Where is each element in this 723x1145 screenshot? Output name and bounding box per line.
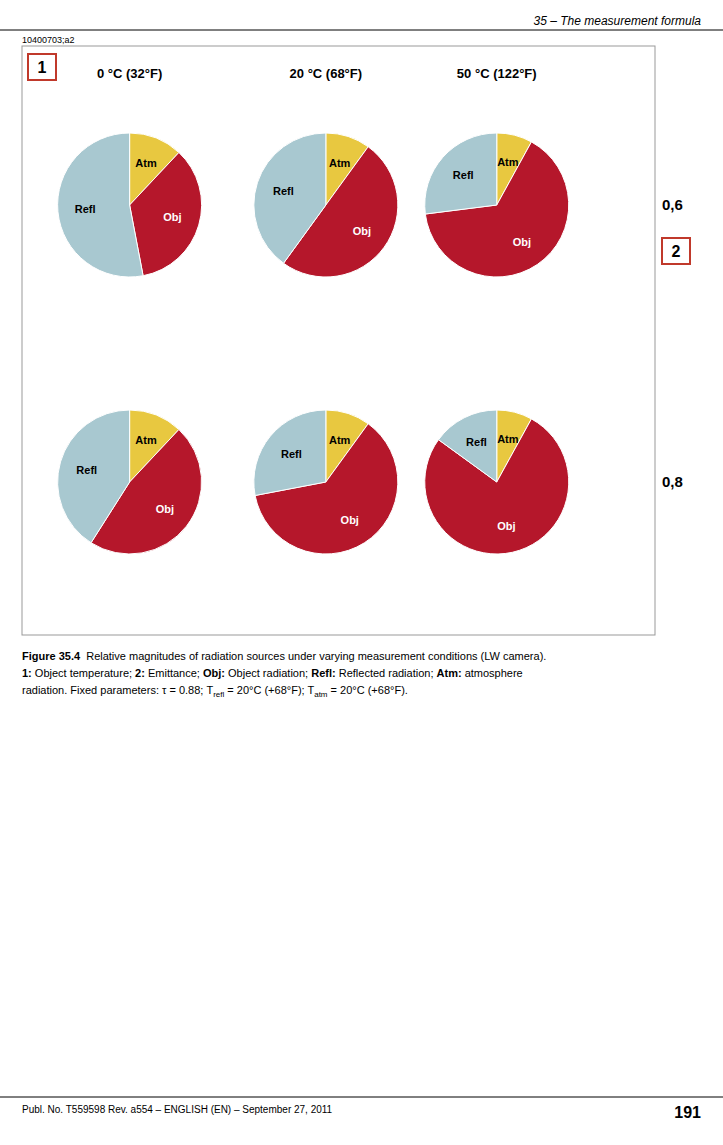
page-title: 35 – The measurement formula	[534, 14, 702, 28]
pie-slice	[439, 410, 497, 482]
caption-text: Refl:	[311, 667, 335, 679]
pie: Atm Obj Refl	[58, 410, 202, 554]
slice-label: Atm	[135, 434, 157, 446]
caption-text: radiation. Fixed parameters: τ = 0.88; T	[22, 684, 213, 696]
caption-text: Object radiation;	[225, 667, 311, 679]
caption-text: Emittance;	[145, 667, 203, 679]
pie-slice	[254, 133, 326, 263]
header-rule	[0, 30, 723, 31]
caption-text: atm	[314, 690, 328, 699]
caption-text: Relative magnitudes of radiation sources…	[80, 650, 546, 662]
pie: Atm Obj Refl	[254, 133, 398, 277]
marker-frame	[28, 54, 56, 80]
caption-text: refl	[213, 690, 224, 699]
footer-rule	[0, 1097, 723, 1098]
marker-box: 1	[28, 54, 56, 80]
pie: Atm Obj Refl	[254, 410, 398, 554]
caption-text: = 20°C (+68°F).	[328, 684, 408, 696]
figure-frame	[22, 46, 655, 635]
marker-frame	[662, 238, 690, 264]
slice-label: Obj	[341, 514, 359, 526]
caption-text: 1:	[22, 667, 32, 679]
caption-text: Object temperature;	[32, 667, 135, 679]
page: 35 – The measurement formula 10400703;a2 0…	[0, 0, 723, 1145]
column-label: 50 °C (122°F)	[457, 66, 537, 81]
marker-box: 2	[662, 238, 690, 264]
doc-id: 10400703;a2	[22, 35, 75, 45]
slice-label: Refl	[75, 203, 96, 215]
column-label: 20 °C (68°F)	[290, 66, 363, 81]
caption-text: Obj:	[203, 667, 225, 679]
caption-line: 1: Object temperature; 2: Emittance; Obj…	[22, 667, 523, 679]
slice-label: Obj	[497, 520, 515, 532]
slice-label: Obj	[163, 211, 181, 223]
caption-line: radiation. Fixed parameters: τ = 0.88; T…	[22, 684, 408, 699]
caption-text: Atm:	[437, 667, 462, 679]
pie: Atm Obj Refl	[58, 133, 202, 277]
slice-label: Atm	[497, 156, 519, 168]
column-label: 0 °C (32°F)	[97, 66, 162, 81]
pie: Atm Obj Refl	[425, 133, 569, 277]
slice-label: Atm	[329, 157, 351, 169]
slice-label: Atm	[497, 433, 519, 445]
pie-slice	[425, 133, 497, 214]
caption-text: atmosphere	[462, 667, 523, 679]
slice-label: Atm	[329, 434, 351, 446]
pie-slice	[254, 410, 326, 495]
caption-text: Reflected radiation;	[336, 667, 437, 679]
pie-slice	[58, 133, 143, 277]
slice-label: Atm	[135, 157, 157, 169]
marker-label: 1	[38, 59, 47, 76]
caption-text: 2:	[135, 667, 145, 679]
pie-slice	[130, 153, 202, 276]
row-label: 0,6	[662, 196, 683, 213]
footer-text: Publ. No. T559598 Rev. a554 – ENGLISH (E…	[22, 1104, 333, 1115]
background	[0, 0, 723, 1145]
slice-label: Obj	[156, 503, 174, 515]
page-number: 191	[674, 1104, 701, 1121]
slice-label: Refl	[453, 169, 474, 181]
slice-label: Refl	[281, 448, 302, 460]
pie: Atm Obj Refl	[425, 410, 569, 554]
row-label: 0,8	[662, 473, 683, 490]
caption-text: = 20°C (+68°F); T	[224, 684, 314, 696]
slice-label: Obj	[353, 225, 371, 237]
slice-label: Refl	[466, 436, 487, 448]
slice-label: Refl	[76, 464, 97, 476]
caption-line: Figure 35.4 Relative magnitudes of radia…	[22, 650, 546, 662]
pie-slice	[58, 410, 130, 543]
slice-label: Obj	[513, 236, 531, 248]
caption-text: Figure 35.4	[22, 650, 81, 662]
slice-label: Refl	[273, 185, 294, 197]
marker-label: 2	[672, 243, 681, 260]
